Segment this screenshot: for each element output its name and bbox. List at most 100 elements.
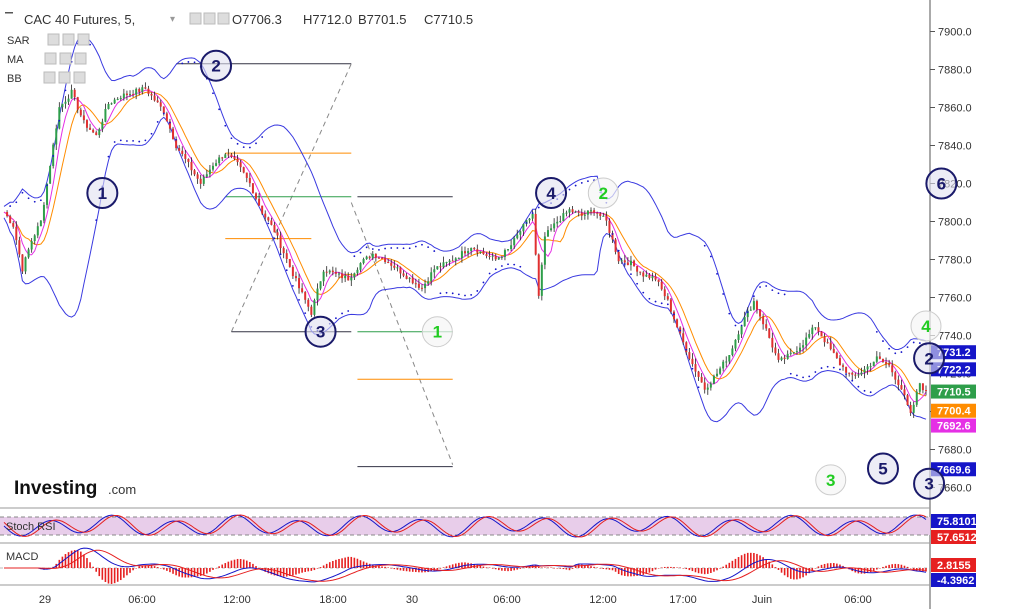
candle-body [119, 98, 122, 100]
candle-body [712, 375, 715, 384]
macd-histogram-bar [722, 566, 724, 568]
macd-histogram-bar [415, 568, 417, 573]
macd-histogram-bar [620, 568, 623, 576]
macd-histogram-bar [488, 567, 491, 568]
sar-dot [636, 282, 639, 285]
macd-histogram-bar [802, 568, 804, 578]
indicator-sar-label[interactable]: SAR [7, 35, 30, 47]
macd-histogram-bar [590, 566, 592, 568]
macd-histogram-bar [507, 568, 509, 572]
sar-dot [654, 300, 657, 303]
sar-dot [802, 376, 804, 379]
macd-histogram-bar [587, 565, 589, 568]
candle-body [310, 306, 313, 315]
settings-icons[interactable] [189, 12, 230, 25]
x-tick-label: 12:00 [589, 594, 617, 606]
candle-body [396, 267, 399, 269]
macd-histogram-bar [869, 568, 872, 573]
candle-body [104, 109, 107, 122]
price-tags: 7731.2 7722.2 7710.5 7700.4 7692.6 7669.6 75.8… [931, 345, 977, 587]
candle-body [503, 250, 506, 257]
wave-label: 4 [921, 317, 931, 336]
candle-body [918, 383, 921, 392]
candle-body [424, 283, 427, 289]
indicator-settings-icons[interactable] [43, 33, 90, 84]
macd-histogram-bar [777, 568, 780, 570]
candle-body [823, 336, 826, 343]
sar-dot [691, 367, 694, 370]
menu-icon[interactable] [5, 12, 13, 14]
candle-body [885, 361, 888, 364]
macd-histogram-bar [814, 568, 817, 569]
candle-body [685, 342, 688, 353]
macd-histogram-bar [245, 560, 248, 568]
sar-dot [187, 61, 190, 63]
macd-histogram-bar [796, 568, 798, 580]
macd-histogram-bar [894, 563, 897, 568]
sar-dot [882, 340, 884, 342]
candle-body [233, 156, 236, 159]
chevron-down-icon[interactable]: ▾ [170, 14, 175, 25]
candle-body [820, 331, 823, 337]
macd-histogram-bar [252, 563, 254, 568]
candle-body [709, 383, 712, 388]
candle-body [537, 254, 540, 296]
candle-body [746, 310, 749, 318]
candle-body [328, 270, 331, 273]
candle-body [626, 262, 629, 266]
candle-body [393, 265, 396, 268]
sar-dot [470, 294, 473, 296]
macd-histogram-bar [608, 568, 611, 570]
macd-label[interactable]: MACD [6, 551, 38, 563]
x-tick-label: 12:00 [223, 594, 251, 606]
macd-histogram-bar [212, 568, 214, 570]
sar-dot [777, 292, 780, 295]
candle-body [651, 276, 654, 279]
candle-body [691, 358, 694, 365]
candle-body [325, 271, 328, 273]
sar-dot [500, 265, 503, 267]
macd-histogram-bar [768, 561, 771, 568]
sar-dot [175, 138, 178, 141]
candle-body [436, 266, 439, 270]
macd-histogram-bar [651, 568, 654, 572]
macd-histogram-bar [135, 568, 137, 569]
sar-dot [144, 139, 147, 142]
macd-histogram-bar [498, 568, 500, 571]
sar-dot [408, 247, 411, 250]
macd-histogram-bar [783, 568, 786, 576]
candle-body [599, 213, 602, 216]
macd-histogram-bar [270, 568, 273, 575]
candle-body [384, 258, 387, 262]
macd-histogram-bar [860, 568, 863, 574]
candle-body [294, 276, 297, 279]
indicator-ma-label[interactable]: MA [7, 54, 24, 66]
candle-body [925, 390, 927, 392]
candle-body [36, 226, 39, 236]
candle-body [559, 221, 562, 223]
candle-body [236, 158, 239, 163]
macd-histogram-bar [691, 568, 694, 572]
macd-histogram-bar [885, 565, 887, 568]
candle-body [248, 177, 251, 184]
sar-dot [119, 139, 122, 142]
candle-body [593, 210, 596, 213]
macd-histogram-bar [347, 556, 350, 568]
indicator-bb-label[interactable]: BB [7, 73, 22, 85]
macd-histogram-bar [86, 558, 88, 568]
price-tag-label: 7700.4 [937, 406, 972, 418]
stoch-rsi-label[interactable]: Stoch RSI [6, 521, 56, 533]
candle-body [663, 289, 666, 297]
candle-body [752, 301, 755, 310]
candle-body [743, 317, 746, 327]
macd-histogram-bar [670, 566, 672, 568]
macd-histogram-bar [64, 554, 67, 568]
macd-histogram-bar [624, 568, 626, 576]
sar-dot [832, 366, 835, 369]
sar-dot [709, 255, 712, 258]
macd-histogram-bar [439, 568, 442, 569]
sar-dot [218, 108, 221, 111]
sar-dot [820, 367, 823, 369]
sar-dot [611, 233, 614, 235]
